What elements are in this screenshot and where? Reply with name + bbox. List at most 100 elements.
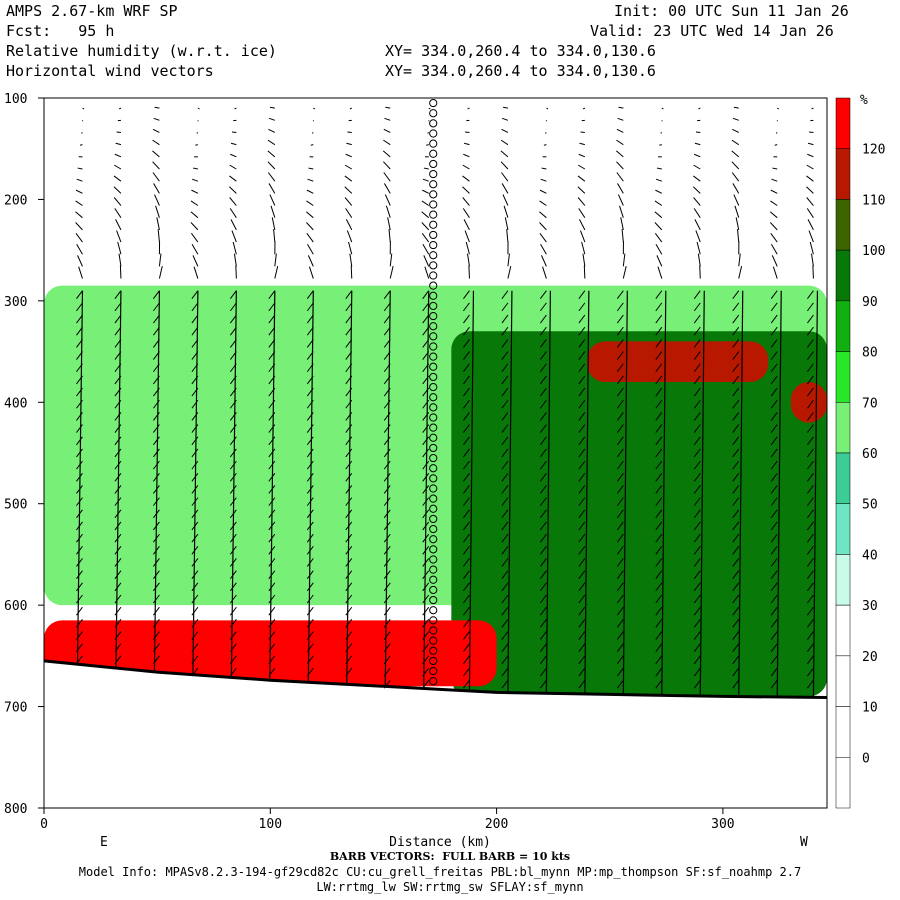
- calm-circle: [429, 545, 438, 554]
- barb: [732, 619, 740, 628]
- barb: [770, 387, 778, 397]
- barb: [655, 667, 663, 677]
- barb: [539, 521, 547, 531]
- barb: [618, 106, 624, 109]
- barb: [693, 436, 701, 446]
- barb: [114, 606, 122, 616]
- barb: [501, 582, 509, 592]
- barb: [732, 643, 740, 652]
- barb-staff: [738, 290, 744, 697]
- barb: [661, 107, 664, 110]
- barb: [578, 302, 586, 312]
- barb: [76, 290, 83, 300]
- barb: [616, 436, 624, 446]
- barb-staff: [661, 290, 667, 696]
- barb: [270, 205, 276, 218]
- barb-staff: [346, 290, 353, 685]
- x-end-label-left: E: [100, 835, 108, 850]
- barb: [770, 326, 778, 336]
- barb: [463, 472, 470, 482]
- y-tick-label-300: 300: [4, 295, 27, 310]
- barb: [422, 189, 429, 194]
- barb: [539, 679, 547, 689]
- calm-circle: [429, 616, 438, 625]
- barb: [230, 219, 237, 231]
- barb: [155, 205, 160, 218]
- barb: [655, 533, 663, 543]
- barb: [463, 521, 470, 531]
- barb: [76, 436, 83, 446]
- barb: [345, 472, 353, 482]
- barb: [774, 144, 778, 146]
- colorbar-swatch-10: [835, 604, 851, 657]
- barb: [345, 290, 353, 300]
- barb: [539, 314, 547, 324]
- barb: [655, 619, 663, 628]
- barb: [732, 183, 740, 194]
- barb: [421, 233, 430, 243]
- barb: [229, 290, 237, 300]
- barb: [807, 594, 814, 604]
- barb: [507, 266, 512, 279]
- barb: [616, 387, 624, 397]
- barb: [421, 211, 430, 219]
- barb: [268, 594, 276, 604]
- barb: [541, 167, 547, 170]
- barb: [732, 412, 740, 421]
- calm-circle: [429, 595, 438, 605]
- barb: [345, 606, 353, 616]
- barb-staff: [507, 290, 513, 693]
- barb: [76, 412, 83, 421]
- barb: [617, 117, 624, 121]
- barb: [463, 631, 470, 640]
- barb: [383, 436, 391, 446]
- calm-circle: [429, 474, 438, 483]
- barb: [771, 255, 778, 267]
- barb: [463, 363, 470, 373]
- barb: [693, 558, 701, 567]
- barb: [153, 594, 160, 604]
- barb: [76, 460, 83, 470]
- barb: [578, 485, 586, 494]
- barb: [306, 606, 314, 616]
- barb: [738, 266, 743, 279]
- barb: [732, 679, 740, 689]
- calm-circle: [429, 606, 438, 615]
- calm-circle: [429, 362, 438, 371]
- barb: [463, 497, 470, 506]
- wind-barbs: [75, 98, 819, 698]
- colorbar-label-30: 30: [862, 599, 878, 614]
- barb: [732, 606, 740, 616]
- colorbar-label-120: 120: [862, 143, 885, 158]
- barb: [578, 314, 586, 324]
- barb: [191, 619, 199, 628]
- barb: [807, 363, 814, 373]
- barb: [693, 448, 701, 458]
- barb: [807, 667, 814, 677]
- barb: [770, 655, 778, 665]
- barb: [191, 178, 199, 182]
- barb: [732, 655, 740, 665]
- barb: [693, 375, 701, 385]
- barb: [463, 460, 470, 470]
- calm-circle: [429, 301, 438, 311]
- barb: [501, 448, 509, 458]
- barb: [655, 509, 663, 519]
- barb: [114, 570, 122, 579]
- barb: [77, 167, 83, 170]
- barb: [75, 189, 83, 194]
- barb: [463, 679, 470, 689]
- calm-circle: [429, 565, 438, 574]
- barb: [422, 460, 430, 470]
- barb: [234, 107, 237, 110]
- barb: [693, 631, 701, 640]
- barb: [655, 606, 663, 616]
- barb: [274, 253, 277, 267]
- barb: [583, 265, 586, 279]
- barb: [693, 208, 701, 218]
- barb: [306, 448, 314, 458]
- barb: [616, 509, 624, 519]
- barb: [267, 150, 276, 158]
- barb: [807, 375, 814, 385]
- barb: [501, 399, 509, 409]
